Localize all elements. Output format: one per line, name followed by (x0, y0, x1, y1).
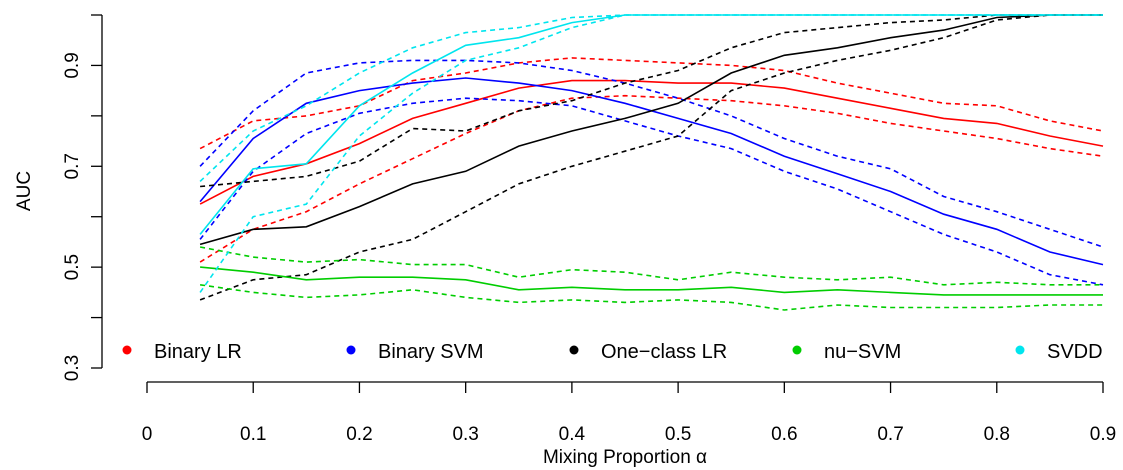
y-axis: 0.3 0.5 0.7 0.9 (62, 14, 103, 381)
x-tick-label: 0.9 (1090, 424, 1116, 445)
x-axis-title: Mixing Proportion α (543, 447, 707, 468)
x-tick-label: 0.7 (877, 424, 903, 445)
x-tick-label: 0.3 (452, 424, 478, 445)
legend-marker-binary-svm (346, 345, 356, 355)
legend-label-nu-svm: nu−SVM (824, 341, 901, 363)
series-upper-nu-svm (199, 246, 1103, 286)
x-tick-label: 0 (142, 424, 153, 445)
series-line-binary-svm (199, 77, 1104, 266)
series-line-nu-svm (200, 266, 1103, 296)
series-line-one-class-lr (199, 14, 1103, 246)
legend: Binary LR Binary SVM One−class LR nu−SVM SVD… (122, 341, 1103, 363)
series-upper-binary-lr (199, 57, 1104, 150)
legend-marker-one-class-lr (569, 345, 579, 355)
legend-marker-binary-lr (122, 345, 132, 355)
legend-label-binary-lr: Binary LR (154, 341, 242, 363)
legend-marker-svdd (1015, 345, 1025, 355)
y-axis-title: AUC (14, 171, 35, 211)
y-tick-label: 0.3 (62, 355, 83, 381)
series-line-binary-lr (199, 79, 1104, 205)
x-axis: 0 0.1 0.2 0.3 0.4 0.5 0.6 0.7 0.8 0.9 (142, 381, 1116, 445)
series-lower-svdd (199, 14, 1103, 293)
x-tick-label: 0.6 (771, 424, 797, 445)
y-tick-label: 0.5 (62, 254, 83, 280)
x-tick-label: 0.5 (665, 424, 691, 445)
legend-label-binary-svm: Binary SVM (378, 341, 484, 363)
series-lower-nu-svm (199, 284, 1103, 311)
series-lower-one-class-lr (199, 14, 1103, 301)
series-upper-binary-svm (199, 59, 1104, 248)
series-upper-one-class-lr (200, 14, 1103, 188)
series-line-svdd (199, 14, 1103, 235)
series-lower-binary-svm (199, 97, 1104, 286)
legend-label-svdd: SVDD (1047, 341, 1103, 363)
y-tick-label: 0.9 (62, 52, 83, 78)
legend-label-one-class-lr: One−class LR (601, 341, 727, 363)
series-upper-svdd (199, 14, 1103, 182)
x-tick-label: 0.4 (559, 424, 586, 445)
x-tick-label: 0.2 (346, 424, 372, 445)
series-lower-binary-lr (199, 94, 1104, 263)
legend-marker-nu-svm (792, 345, 802, 355)
y-tick-label: 0.7 (62, 153, 83, 179)
x-tick-label: 0.1 (240, 424, 266, 445)
series-group (199, 14, 1104, 311)
x-tick-label: 0.8 (984, 424, 1010, 445)
